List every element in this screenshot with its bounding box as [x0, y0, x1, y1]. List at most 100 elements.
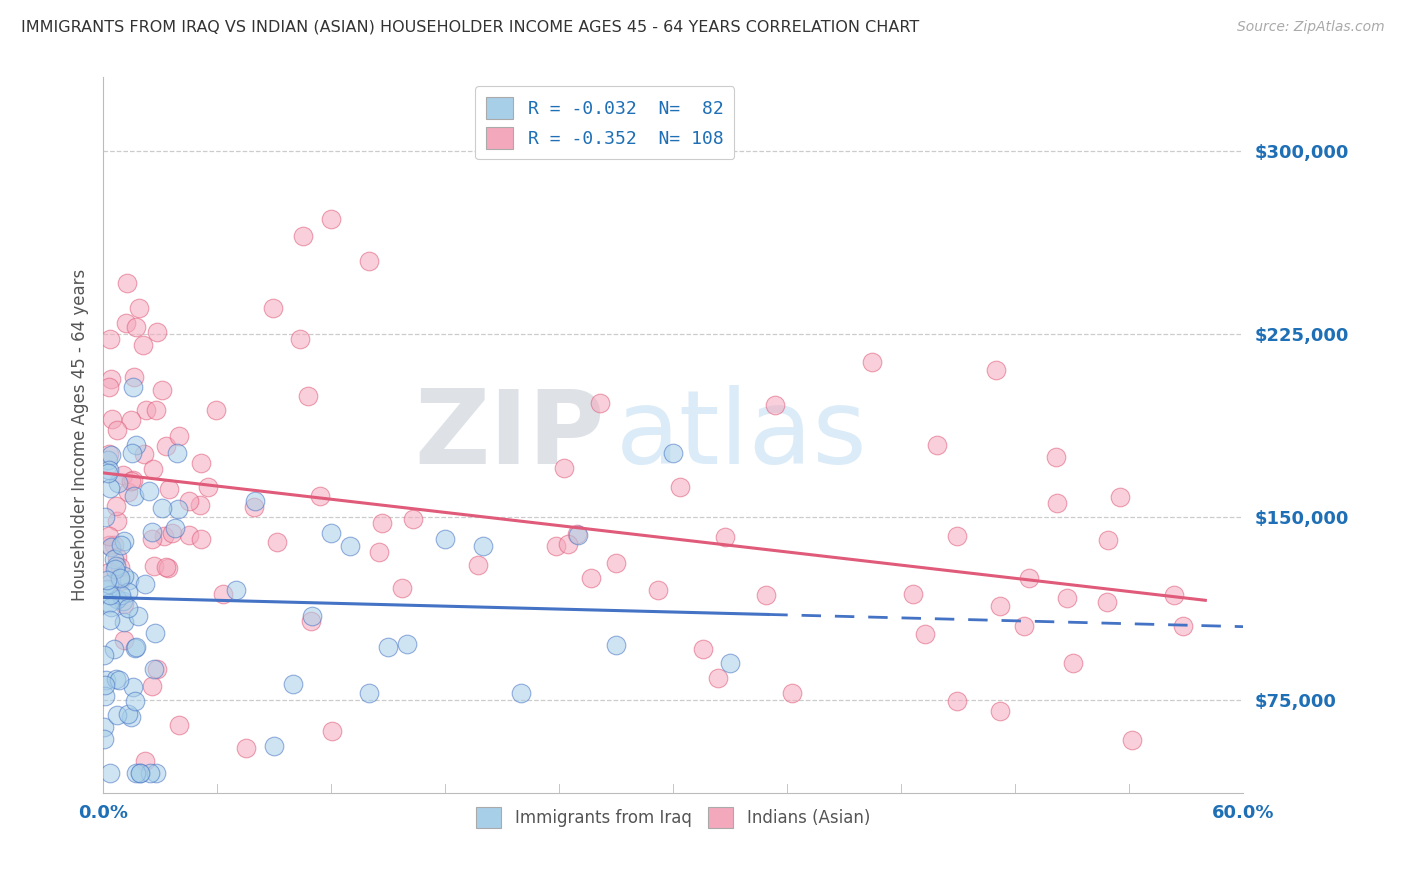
Point: [103, 538, 125, 552]
Point: [190, 533, 212, 547]
Point: [988, 599, 1011, 613]
Point: [1018, 571, 1040, 585]
Point: [1097, 533, 1119, 547]
Point: [1095, 595, 1118, 609]
Point: [132, 338, 155, 352]
Point: [605, 556, 627, 570]
Point: [467, 558, 489, 573]
Point: [755, 588, 778, 602]
Point: [112, 615, 135, 629]
Text: ZIP: ZIP: [415, 384, 605, 485]
Point: [434, 532, 457, 546]
Point: [115, 276, 138, 290]
Point: [97, 529, 120, 543]
Point: [134, 577, 156, 591]
Point: [108, 560, 131, 574]
Point: [146, 325, 169, 339]
Point: [1046, 496, 1069, 510]
Point: [190, 498, 212, 512]
Point: [98, 766, 121, 780]
Point: [706, 671, 728, 685]
Point: [98, 481, 121, 495]
Point: [225, 583, 247, 598]
Point: [98, 613, 121, 627]
Point: [143, 625, 166, 640]
Point: [359, 686, 381, 700]
Point: [118, 573, 141, 587]
Point: [553, 460, 575, 475]
Point: [110, 587, 132, 601]
Point: [97, 596, 120, 610]
Text: atlas: atlas: [616, 384, 868, 485]
Point: [262, 301, 284, 315]
Point: [120, 710, 142, 724]
Point: [97, 466, 120, 480]
Point: [111, 467, 134, 482]
Point: [309, 489, 332, 503]
Point: [145, 766, 167, 780]
Point: [120, 474, 142, 488]
Point: [589, 396, 612, 410]
Point: [266, 535, 288, 549]
Point: [115, 316, 138, 330]
Point: [391, 582, 413, 596]
Point: [669, 480, 692, 494]
Point: [132, 447, 155, 461]
Point: [98, 588, 121, 602]
Point: [197, 481, 219, 495]
Point: [165, 521, 187, 535]
Point: [1121, 732, 1143, 747]
Point: [288, 332, 311, 346]
Point: [100, 540, 122, 554]
Point: [1062, 656, 1084, 670]
Point: [367, 545, 389, 559]
Point: [1163, 588, 1185, 602]
Point: [139, 766, 162, 780]
Point: [96, 573, 118, 587]
Point: [157, 482, 180, 496]
Point: [472, 539, 495, 553]
Point: [763, 398, 786, 412]
Point: [166, 445, 188, 459]
Point: [122, 489, 145, 503]
Point: [166, 502, 188, 516]
Point: [155, 560, 177, 574]
Point: [156, 560, 179, 574]
Point: [112, 632, 135, 647]
Point: [103, 552, 125, 566]
Point: [145, 662, 167, 676]
Point: [105, 591, 128, 606]
Point: [97, 447, 120, 461]
Point: [100, 448, 122, 462]
Point: [321, 723, 343, 738]
Point: [122, 369, 145, 384]
Point: [291, 229, 314, 244]
Point: [945, 529, 967, 543]
Point: [370, 516, 392, 530]
Point: [135, 403, 157, 417]
Point: [301, 608, 323, 623]
Point: [1045, 450, 1067, 464]
Point: [94, 673, 117, 687]
Point: [141, 679, 163, 693]
Point: [93, 509, 115, 524]
Point: [1109, 490, 1132, 504]
Point: [1056, 591, 1078, 605]
Point: [107, 476, 129, 491]
Point: [122, 473, 145, 487]
Point: [692, 642, 714, 657]
Point: [125, 438, 148, 452]
Point: [713, 530, 735, 544]
Point: [567, 527, 589, 541]
Point: [101, 412, 124, 426]
Point: [97, 453, 120, 467]
Point: [117, 600, 139, 615]
Point: [124, 766, 146, 780]
Point: [124, 640, 146, 655]
Point: [662, 445, 685, 459]
Point: [150, 384, 173, 398]
Point: [927, 438, 949, 452]
Point: [138, 483, 160, 498]
Point: [141, 525, 163, 540]
Point: [97, 582, 120, 596]
